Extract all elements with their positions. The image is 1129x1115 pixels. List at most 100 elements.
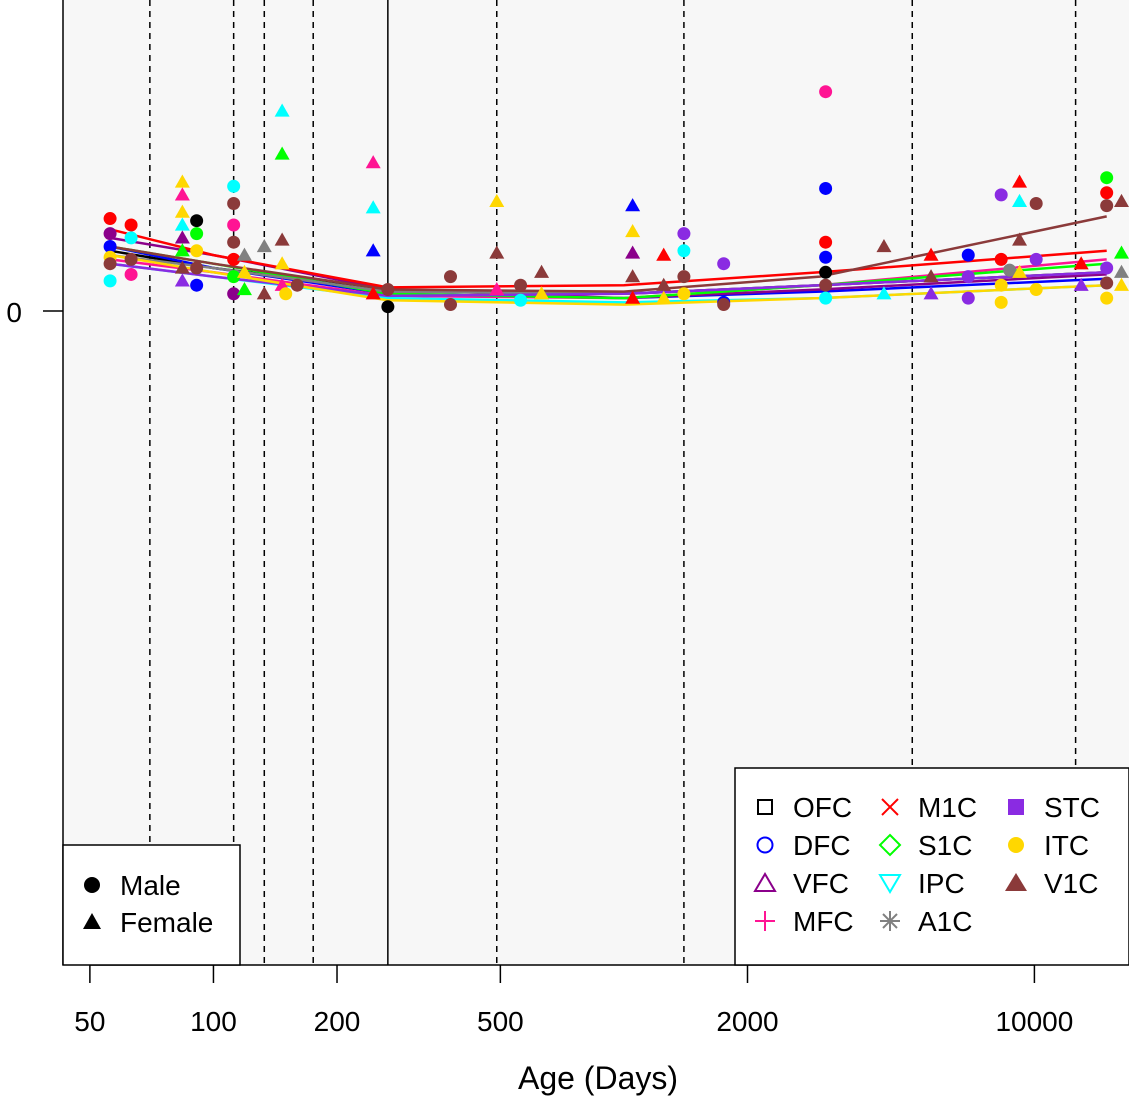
- point-vfc-male: [227, 287, 241, 301]
- point-itc-male: [994, 278, 1008, 292]
- legend-symbol-cross-icon: [881, 798, 899, 816]
- point-m1c-female: [625, 290, 641, 304]
- point-stc-male: [1100, 261, 1114, 275]
- point-itc-female: [534, 286, 550, 300]
- point-mfc-female: [489, 282, 505, 296]
- point-ipc-female: [876, 286, 892, 300]
- point-mfc-male: [124, 267, 138, 281]
- point-itc-male: [190, 244, 204, 258]
- point-v1c-female: [656, 277, 672, 291]
- point-stc-female: [923, 286, 939, 300]
- triangle-icon: [83, 913, 101, 929]
- region-legend-label: MFC: [793, 906, 854, 937]
- point-itc-female: [656, 290, 672, 304]
- point-m1c-female: [1012, 174, 1028, 188]
- point-ipc-female: [1012, 193, 1028, 207]
- point-mfc-male: [819, 85, 833, 99]
- point-vfc-female: [174, 230, 190, 244]
- point-stc-male: [961, 291, 975, 305]
- point-v1c-female: [274, 232, 290, 246]
- point-itc-male: [1100, 291, 1114, 305]
- point-itc-male: [1029, 283, 1043, 296]
- point-a1c-male: [1003, 263, 1017, 277]
- point-dfc-male: [961, 248, 975, 262]
- legend-symbol-plus-icon: [755, 911, 775, 931]
- point-m1c-male: [1100, 186, 1114, 200]
- region-legend-label: ITC: [1044, 830, 1089, 861]
- point-v1c-male: [1100, 276, 1114, 290]
- data-points: [103, 85, 1129, 314]
- point-a1c-female: [236, 247, 252, 261]
- point-v1c-female: [1012, 232, 1028, 246]
- point-itc-male: [677, 287, 691, 301]
- point-v1c-male: [443, 298, 457, 312]
- point-v1c-male: [514, 278, 528, 292]
- point-s1c-male: [1100, 171, 1114, 185]
- point-v1c-female: [534, 264, 550, 278]
- point-stc-female: [1073, 277, 1089, 291]
- point-itc-female: [174, 204, 190, 218]
- x-tick-label: 100: [190, 1006, 237, 1037]
- x-axis-label: Age (Days): [518, 1060, 678, 1096]
- point-v1c-male: [381, 283, 395, 296]
- point-ipc-female: [274, 103, 290, 117]
- point-v1c-male: [717, 298, 731, 312]
- point-v1c-male: [124, 252, 138, 266]
- legend-symbol-triangle-down-open-icon: [878, 874, 902, 894]
- point-v1c-male: [290, 278, 304, 292]
- sex-legend-label: Female: [120, 907, 213, 938]
- x-tick-label: 10000: [995, 1006, 1073, 1037]
- x-tick-label: 2000: [716, 1006, 778, 1037]
- point-dfc-female: [625, 198, 641, 212]
- point-mfc-male: [227, 218, 241, 232]
- point-itc-female: [174, 174, 190, 188]
- point-a1c-female: [1114, 264, 1129, 278]
- point-dfc-male: [190, 278, 204, 292]
- point-ofc-male: [819, 265, 833, 279]
- legend-symbol-circle-filled-icon: [1008, 837, 1024, 853]
- region-legend-label: S1C: [918, 830, 972, 861]
- point-m1c-female: [656, 247, 672, 261]
- region-legend-label: V1C: [1044, 868, 1098, 899]
- point-mfc-female: [174, 187, 190, 201]
- point-stc-male: [1029, 252, 1043, 266]
- point-ipc-male: [677, 244, 691, 258]
- point-v1c-male: [819, 278, 833, 292]
- point-itc-female: [489, 193, 505, 207]
- legend-symbol-asterisk-icon: [880, 911, 900, 931]
- point-ipc-female: [174, 217, 190, 231]
- point-v1c-male: [1029, 197, 1043, 210]
- point-v1c-female: [489, 245, 505, 259]
- legend-symbol-diamond-open-icon: [878, 833, 902, 857]
- point-dfc-male: [819, 250, 833, 264]
- point-v1c-male: [103, 257, 117, 271]
- point-stc-male: [677, 227, 691, 241]
- point-itc-male: [994, 295, 1008, 309]
- legend-symbol-circle-open-icon: [756, 836, 774, 854]
- point-m1c-male: [819, 235, 833, 249]
- legend-symbol-triangle-open-icon: [753, 872, 777, 892]
- point-dfc-female: [365, 243, 381, 257]
- legend-symbol-square-filled-icon: [1008, 799, 1024, 815]
- y-tick-label: 0: [6, 297, 22, 328]
- point-vfc-male: [103, 227, 117, 241]
- sex-legend: Male Female: [62, 844, 241, 966]
- point-dfc-male: [103, 240, 117, 253]
- trend-line-v1c: [109, 215, 1107, 293]
- point-ipc-male: [124, 231, 138, 245]
- point-itc-female: [1012, 264, 1028, 278]
- point-m1c-male: [124, 218, 138, 232]
- point-m1c-female: [923, 247, 939, 261]
- point-stc-female: [174, 273, 190, 287]
- point-v1c-male: [190, 261, 204, 275]
- point-itc-female: [1114, 277, 1129, 291]
- point-s1c-female: [174, 243, 190, 257]
- region-legend-label: IPC: [918, 868, 965, 899]
- point-v1c-female: [256, 286, 272, 300]
- x-tick-label: 500: [477, 1006, 524, 1037]
- sex-legend-label: Male: [120, 870, 181, 901]
- point-v1c-male: [443, 270, 457, 284]
- point-v1c-male: [227, 197, 241, 210]
- point-v1c-male: [677, 270, 691, 284]
- point-ipc-female: [365, 200, 381, 214]
